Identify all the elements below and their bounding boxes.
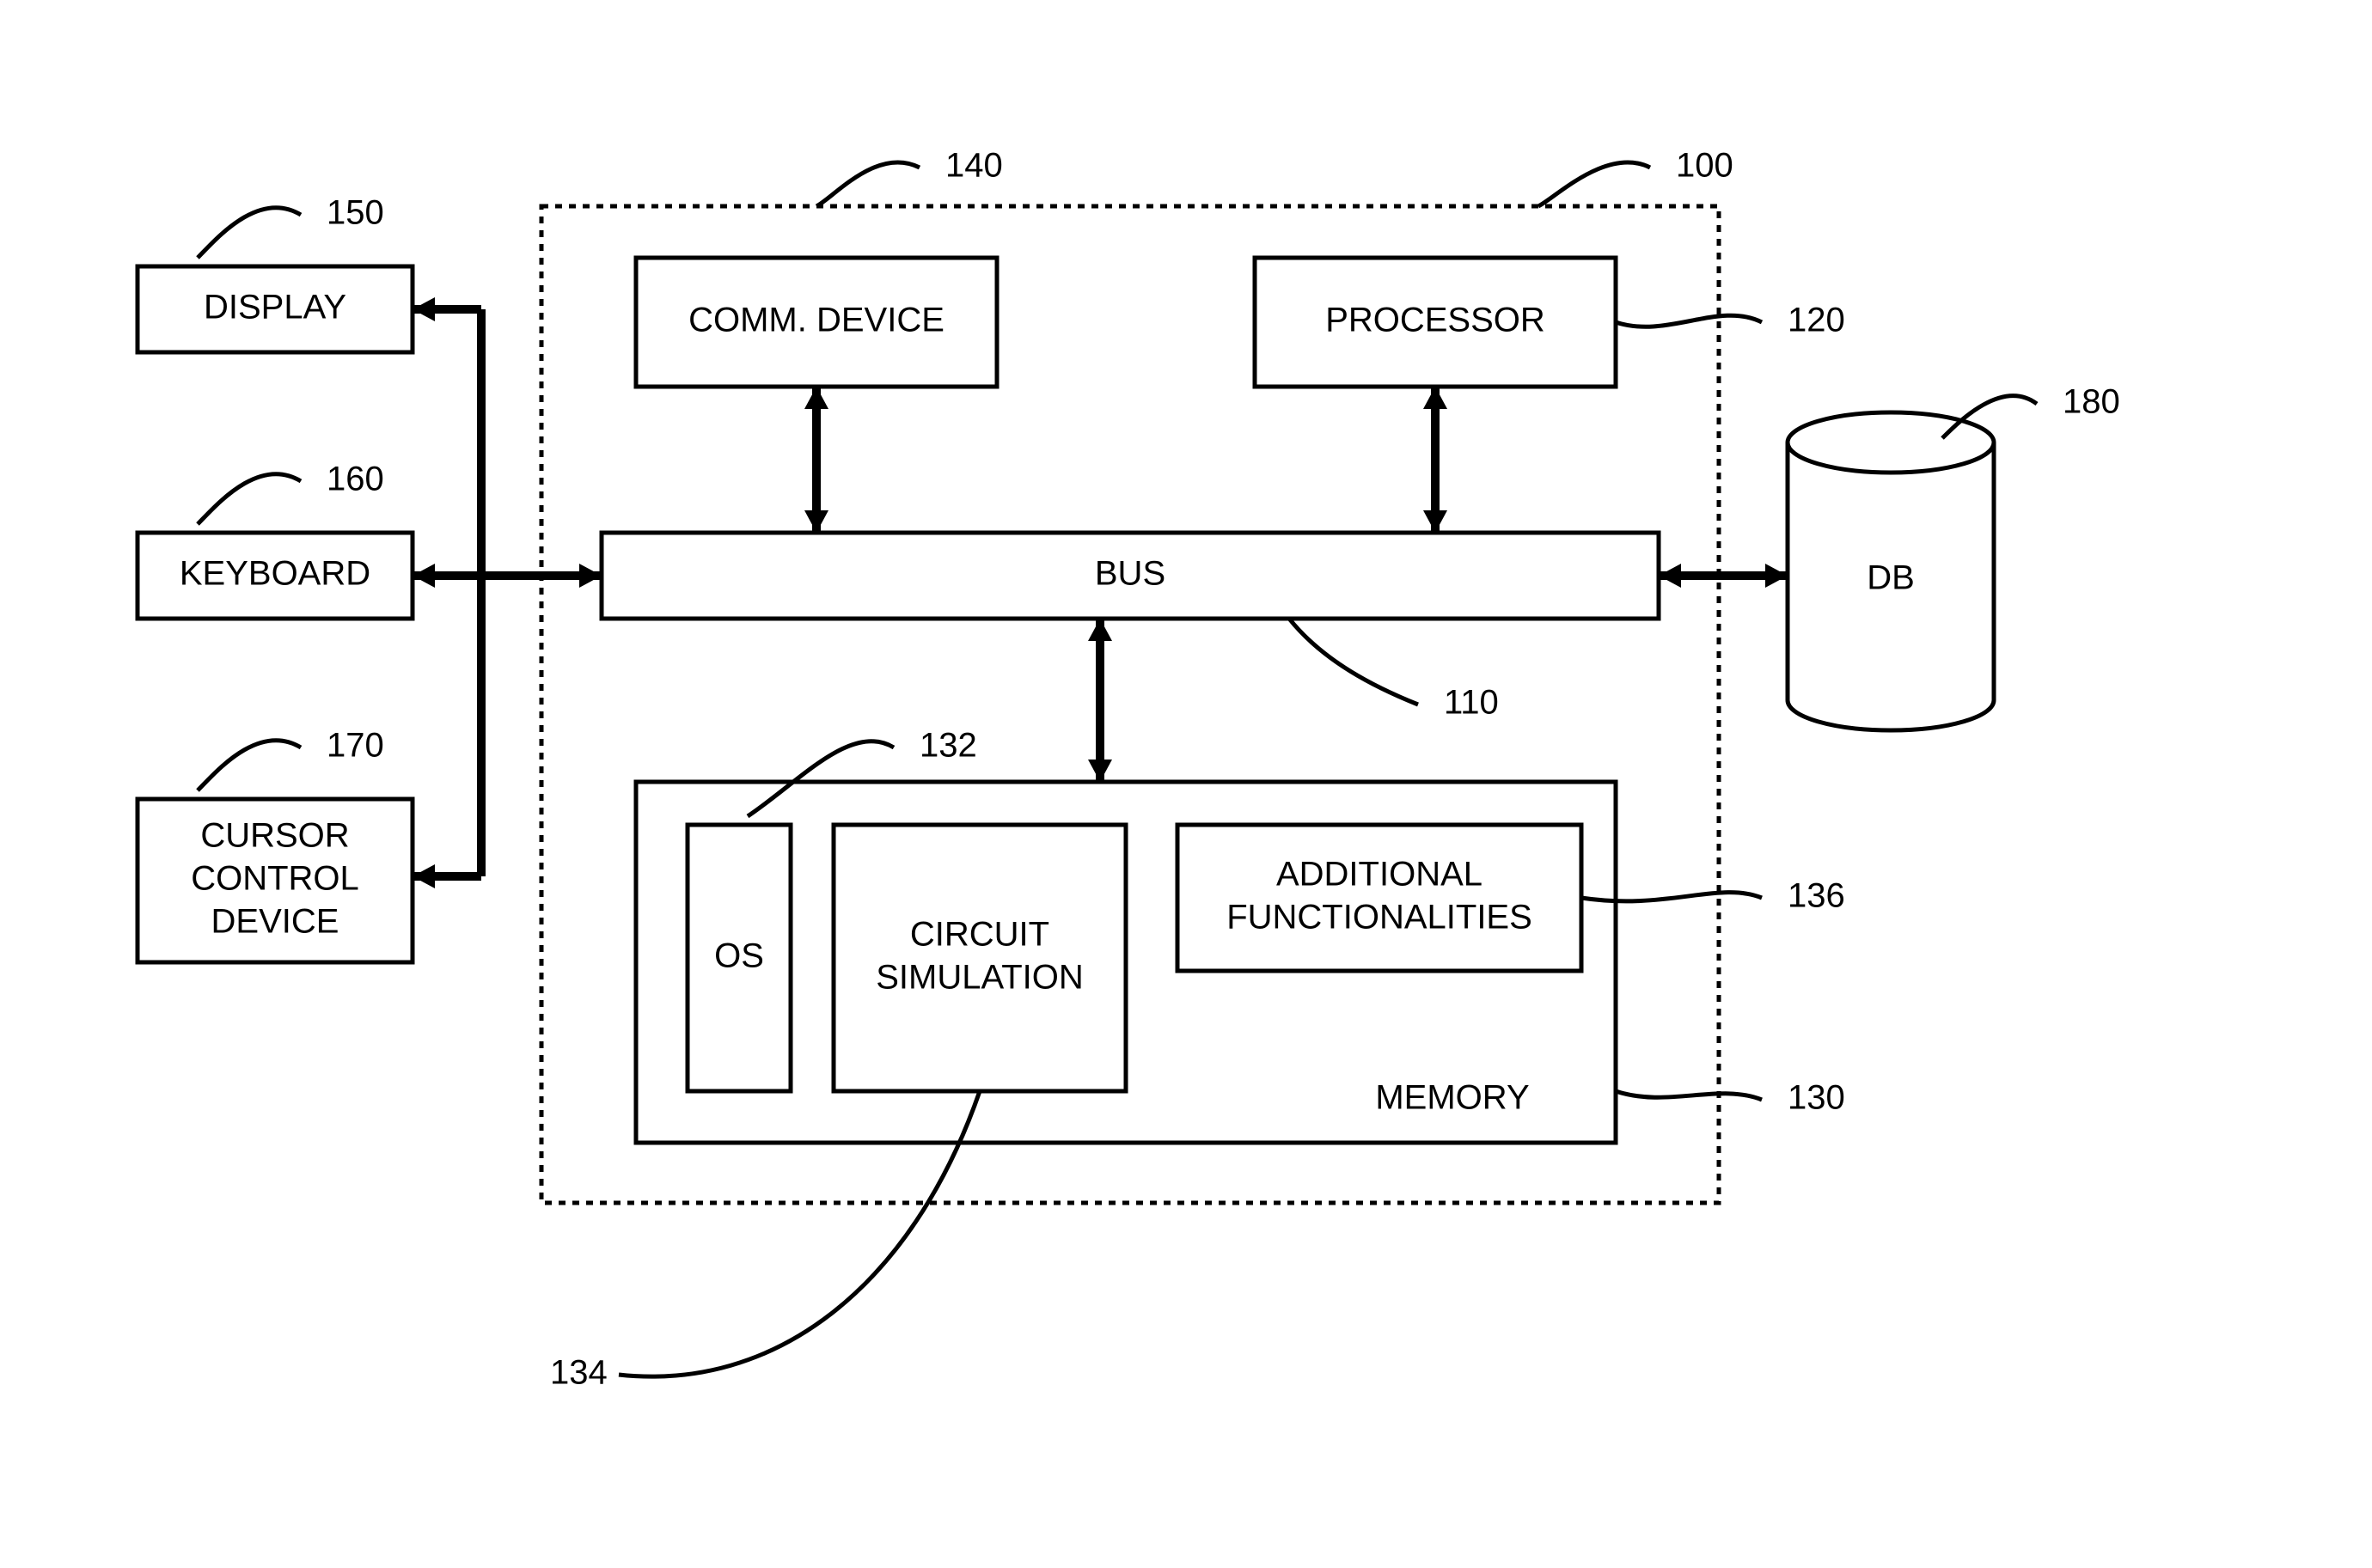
- memory-corner-label: MEMORY: [1375, 1079, 1529, 1117]
- cursor-refnum: 170: [327, 727, 384, 765]
- addfunc-refnum: 136: [1788, 877, 1845, 915]
- db-cylinder: DB 180: [1788, 383, 2120, 730]
- processor-refnum: 120: [1788, 302, 1845, 339]
- os-label: OS: [714, 937, 764, 975]
- processor-label: PROCESSOR: [1325, 302, 1545, 339]
- sim-refnum: 134: [550, 1354, 608, 1392]
- display-box: DISPLAY 150: [138, 194, 413, 352]
- cursor-box: CURSOR CONTROL DEVICE 170: [138, 727, 413, 962]
- comm-box: COMM. DEVICE 140: [636, 147, 1003, 387]
- processor-box: PROCESSOR 120: [1255, 258, 1845, 387]
- cursor-label: CURSOR: [200, 817, 349, 855]
- addfunc-label: ADDITIONAL: [1276, 856, 1482, 894]
- comm-refnum: 140: [945, 147, 1003, 185]
- bus-box: BUS 110: [602, 533, 1659, 722]
- sim-label: CIRCUIT: [910, 916, 1049, 954]
- os-refnum: 132: [920, 727, 977, 765]
- keyboard-refnum: 160: [327, 461, 384, 498]
- db-label: DB: [1867, 559, 1915, 597]
- bus-refnum: 110: [1444, 684, 1499, 722]
- memory-refnum: 130: [1788, 1079, 1845, 1117]
- keyboard-box: KEYBOARD 160: [138, 461, 413, 619]
- sim-label: SIMULATION: [876, 959, 1084, 997]
- display-label: DISPLAY: [204, 289, 346, 326]
- cursor-label: DEVICE: [211, 903, 339, 941]
- db-refnum: 180: [2063, 383, 2120, 421]
- bus-label: BUS: [1095, 555, 1165, 593]
- comm-label: COMM. DEVICE: [688, 302, 945, 339]
- cursor-label: CONTROL: [191, 860, 359, 898]
- addfunc-box: ADDITIONAL FUNCTIONALITIES 136: [1177, 825, 1845, 971]
- system-refnum: 100: [1676, 147, 1733, 185]
- keyboard-label: KEYBOARD: [180, 555, 370, 593]
- addfunc-label: FUNCTIONALITIES: [1226, 899, 1532, 937]
- display-refnum: 150: [327, 194, 384, 232]
